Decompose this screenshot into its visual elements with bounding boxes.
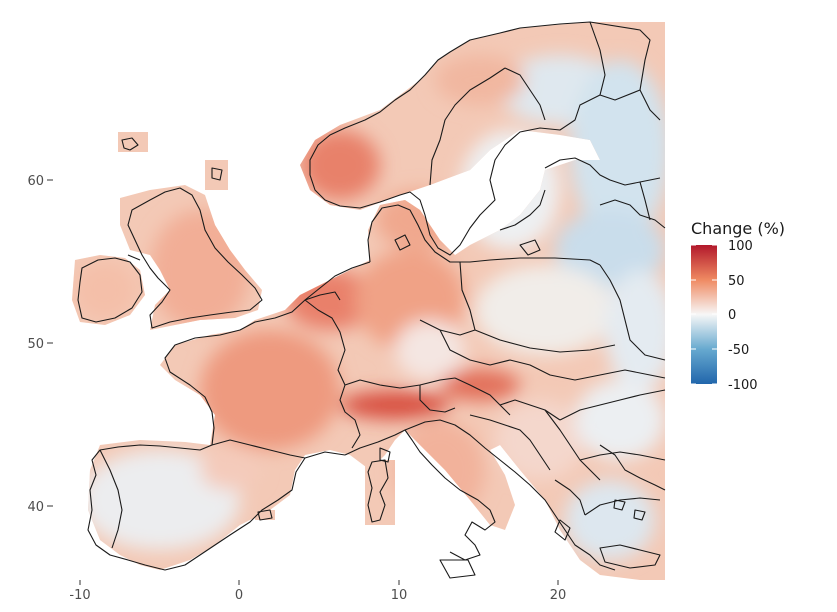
legend-tick-0: 0 <box>691 308 736 323</box>
coastlines <box>77 21 666 579</box>
legend-label: -50 <box>728 343 749 358</box>
region-france <box>200 330 340 450</box>
x-tick-1: 0 <box>235 580 243 603</box>
y-tick-40: 40 <box>27 500 53 515</box>
legend: Change (%) 100 50 0 -50 -100 <box>691 219 785 393</box>
region-greece <box>565 480 655 560</box>
region-balkans <box>495 400 585 480</box>
x-tick-label: 10 <box>391 588 408 603</box>
y-tick-label: 50 <box>27 337 44 352</box>
country-borders <box>99 21 666 549</box>
x-tick-label: -10 <box>69 588 90 603</box>
legend-tick-100: 100 <box>691 239 753 254</box>
legend-label: -100 <box>728 378 758 393</box>
y-axis: 40 50 60 <box>27 174 53 515</box>
legend-label: 0 <box>728 308 736 323</box>
legend-label: 50 <box>728 274 745 289</box>
legend-label: 100 <box>728 239 753 254</box>
y-tick-50: 50 <box>27 337 53 352</box>
region-finland <box>570 60 665 240</box>
region-romania <box>575 380 665 460</box>
region-baltics <box>555 210 665 290</box>
legend-title: Change (%) <box>691 219 785 238</box>
x-tick-2: 10 <box>391 580 408 603</box>
region-ireland <box>73 260 137 320</box>
x-tick-label: 0 <box>235 588 243 603</box>
x-axis: -10 0 10 20 <box>69 580 566 603</box>
x-tick-3: 20 <box>550 580 567 603</box>
region-alps <box>340 391 450 419</box>
x-tick-0: -10 <box>69 580 91 603</box>
legend-tick-neg100: -100 <box>691 378 758 393</box>
change-field <box>72 22 665 580</box>
y-tick-label: 40 <box>27 500 44 515</box>
y-tick-60: 60 <box>27 174 53 189</box>
legend-tick-neg50: -50 <box>691 343 749 358</box>
region-iberia <box>80 450 240 550</box>
region-norway-coast <box>300 130 380 200</box>
legend-tick-50: 50 <box>691 274 745 289</box>
x-tick-label: 20 <box>550 588 567 603</box>
region-poland <box>475 265 615 355</box>
y-tick-label: 60 <box>27 174 44 189</box>
